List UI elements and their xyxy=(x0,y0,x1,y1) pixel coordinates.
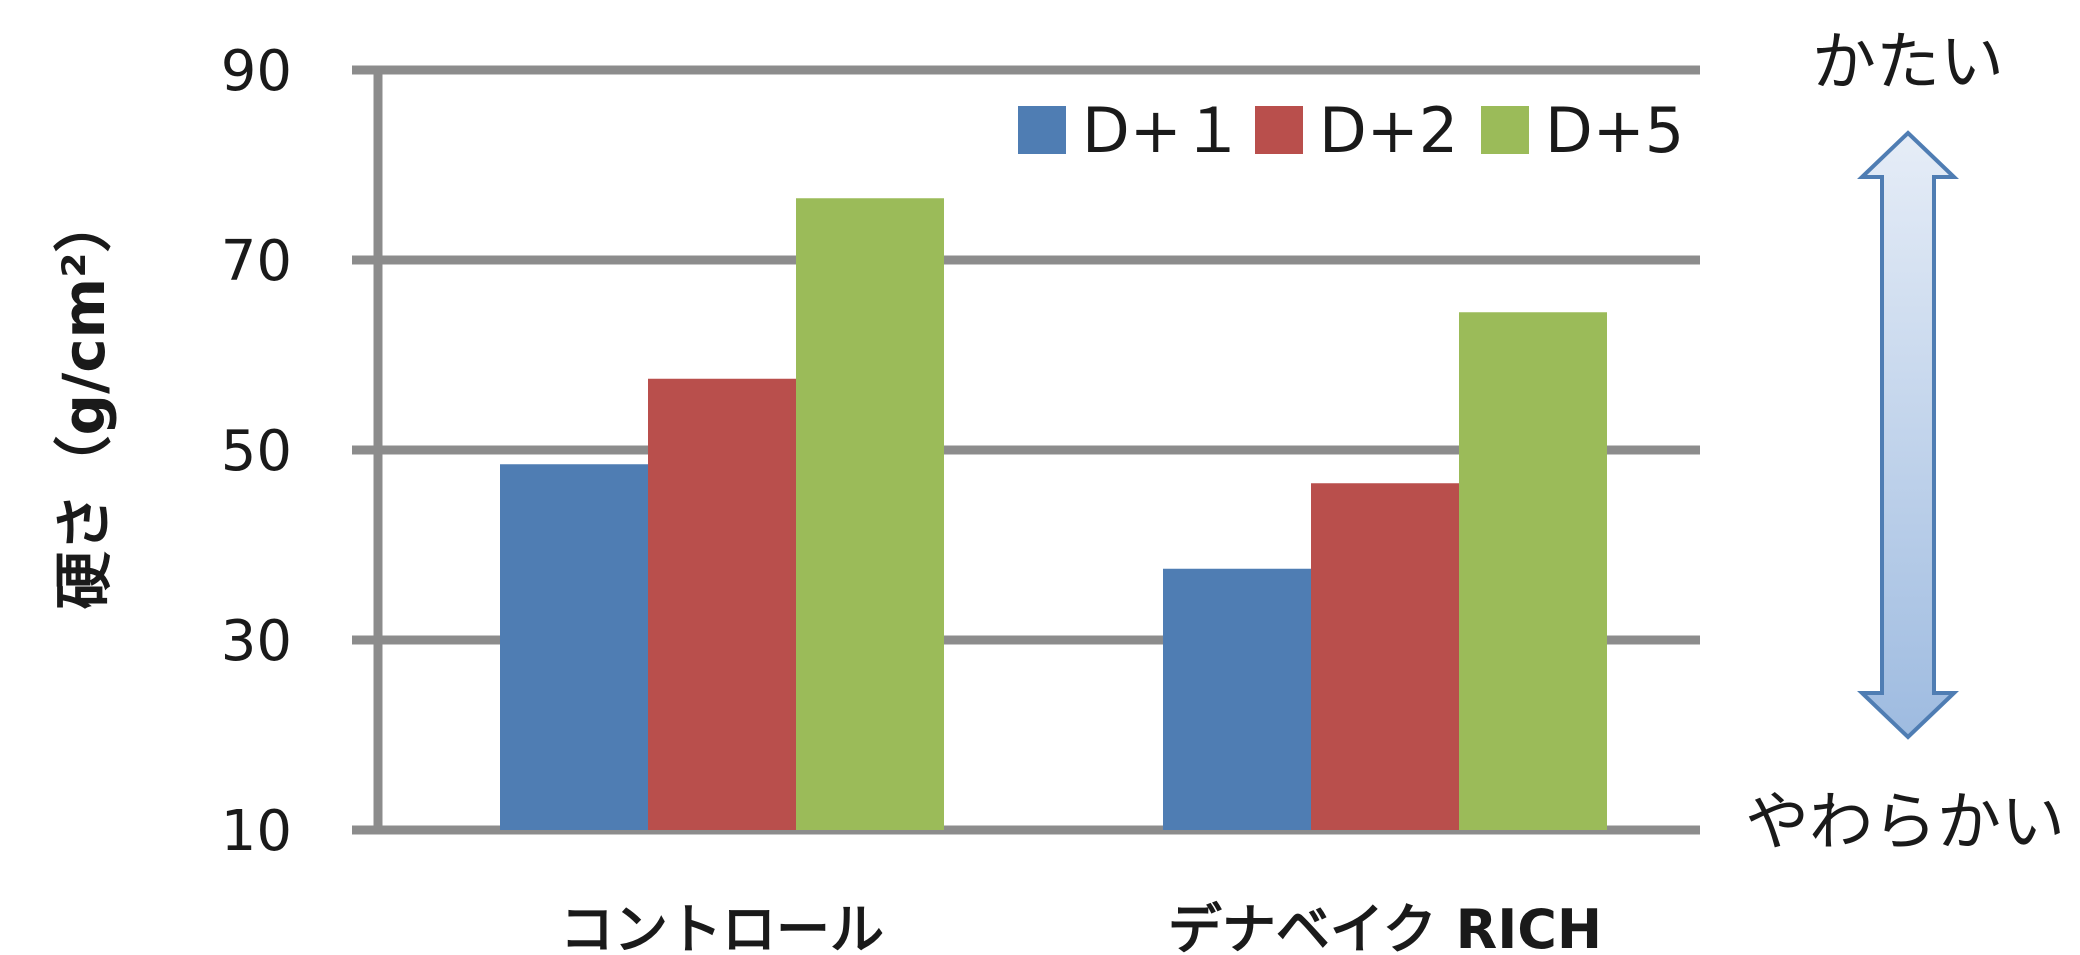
legend-swatch xyxy=(1255,106,1303,154)
y-tick-label: 30 xyxy=(221,609,292,674)
bar-2-1 xyxy=(1163,568,1311,830)
harder-label: かたい xyxy=(1812,26,2004,100)
legend-label: D+5 xyxy=(1545,94,1684,167)
y-axis-label: 硬さ（g/cm²） xyxy=(50,195,118,610)
legend: D+１ D+2 D+5 xyxy=(1018,94,1684,167)
legend-swatch xyxy=(1481,106,1529,154)
legend-label: D+１ xyxy=(1082,94,1244,167)
bar-2-2 xyxy=(1311,483,1459,830)
x-category-labels: コントロール デナベイク RICH xyxy=(560,898,1602,955)
double-arrow-icon xyxy=(1857,130,1959,740)
bars xyxy=(500,198,1607,830)
y-tick-label: 50 xyxy=(221,419,292,484)
x-category-label: コントロール xyxy=(560,898,884,955)
bar-1-1 xyxy=(500,464,648,830)
legend-label: D+2 xyxy=(1319,94,1458,167)
y-tick-labels: 10 30 50 70 90 xyxy=(221,39,292,864)
softer-label: やわらかい xyxy=(1745,786,2065,860)
bar-1-2 xyxy=(648,378,796,830)
y-tick-label: 90 xyxy=(221,39,292,104)
bar-2-3 xyxy=(1459,312,1607,830)
legend-swatch xyxy=(1018,106,1066,154)
y-tick-label: 10 xyxy=(221,799,292,864)
x-category-label: デナベイク RICH xyxy=(1168,898,1602,955)
y-tick-label: 70 xyxy=(221,229,292,294)
bar-1-3 xyxy=(796,198,944,830)
